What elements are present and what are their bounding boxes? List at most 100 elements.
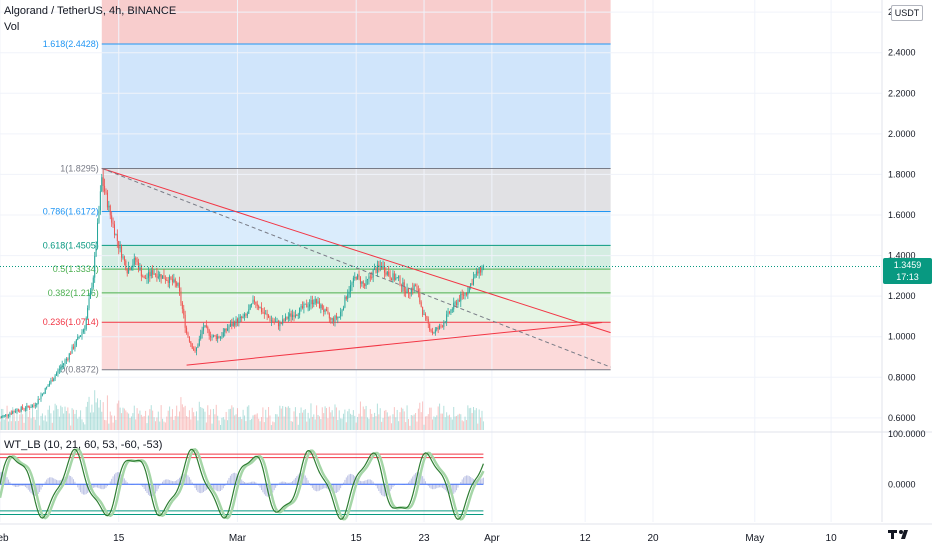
volume-bar: [286, 407, 288, 430]
volume-bar: [152, 410, 154, 430]
candle-body: [357, 274, 359, 280]
volume-bar: [429, 407, 431, 430]
volume-bar: [443, 405, 445, 430]
fib-level-label: 1.618(2.4428): [43, 39, 99, 49]
volume-bar: [74, 413, 76, 430]
candle-body: [193, 348, 195, 351]
candle-body: [30, 407, 32, 409]
volume-bar: [164, 422, 166, 430]
candle-body: [333, 318, 335, 322]
volume-bar: [132, 413, 134, 430]
volume-bar: [375, 416, 377, 430]
candle-body: [99, 191, 101, 211]
candle-body: [277, 321, 279, 327]
currency-badge[interactable]: USDT: [891, 5, 923, 21]
tradingview-logo-icon[interactable]: [886, 526, 926, 542]
volume-bar: [15, 421, 17, 430]
candle-body: [58, 369, 60, 371]
price-tick-label: 2.0000: [888, 129, 916, 139]
candle-body: [115, 234, 117, 235]
candle-body: [362, 281, 364, 284]
candle-body: [244, 314, 246, 317]
volume-bar: [193, 412, 195, 430]
volume-bar: [99, 399, 101, 430]
volume-bar: [112, 422, 114, 430]
volume-bar: [314, 419, 316, 430]
candle-body: [203, 327, 205, 331]
candle-body: [136, 259, 138, 263]
candle-body: [440, 325, 442, 327]
candle-body: [229, 323, 231, 327]
volume-bar: [374, 412, 376, 430]
volume-bar: [357, 416, 359, 430]
volume-bar: [163, 421, 165, 430]
candle-body: [475, 271, 477, 275]
candle-body: [84, 328, 86, 330]
candle-body: [139, 267, 141, 270]
candle-body: [437, 327, 439, 329]
candle-body: [270, 320, 272, 322]
volume-bar: [420, 412, 422, 430]
volume-bar: [294, 407, 296, 430]
price-tick-label: 1.2000: [888, 291, 916, 301]
volume-bar: [419, 402, 421, 430]
candle-body: [358, 274, 360, 278]
indicator-title[interactable]: WT_LB (10, 21, 60, 53, -60, -53): [4, 439, 163, 451]
volume-bar: [75, 409, 77, 430]
volume-bar: [337, 419, 339, 430]
candle-body: [369, 276, 371, 278]
candle-body: [94, 256, 96, 278]
volume-bar: [365, 405, 367, 430]
price-tick-label: 1.0000: [888, 332, 916, 342]
volume-bar: [98, 407, 100, 430]
candle-body: [351, 282, 353, 286]
candle-body: [412, 288, 414, 291]
candle-body: [7, 415, 9, 417]
candle-body: [317, 301, 319, 304]
volume-bar: [316, 405, 318, 430]
candle-body: [371, 276, 373, 278]
volume-bar: [135, 419, 137, 430]
volume-bar: [191, 407, 193, 430]
volume-bar: [205, 422, 207, 430]
candle-body: [91, 287, 93, 291]
volume-bar: [417, 408, 419, 430]
price-tick-label: 2.4000: [888, 48, 916, 58]
symbol-title[interactable]: Algorand / TetherUS, 4h, BINANCE: [4, 5, 177, 17]
candle-body: [23, 408, 25, 410]
candle-body: [327, 311, 329, 314]
volume-bar: [236, 408, 238, 430]
candle-body: [420, 302, 422, 307]
candle-body: [166, 280, 168, 281]
volume-bar: [439, 403, 441, 430]
volume-bar: [448, 414, 450, 430]
volume-bar: [0, 408, 2, 430]
volume-bar: [184, 405, 186, 430]
candle-body: [24, 408, 26, 410]
volume-bar: [323, 413, 325, 430]
volume-label[interactable]: Vol: [4, 21, 20, 33]
candle-body: [57, 370, 59, 374]
time-tick-label: 15: [351, 533, 363, 544]
candle-body: [311, 300, 313, 305]
candle-body: [2, 416, 4, 418]
candle-body: [89, 290, 91, 299]
volume-bar: [102, 402, 104, 430]
candle-body: [447, 311, 449, 315]
candle-body: [276, 321, 278, 322]
volume-bar: [253, 414, 255, 430]
candle-body: [439, 325, 441, 329]
volume-bar: [81, 419, 83, 430]
oscillator-pane: 100.0000 0.0000: [0, 429, 932, 521]
candle-body: [56, 373, 58, 376]
volume-bar: [395, 417, 397, 430]
time-axis: Feb 15 Mar 15 23 Apr 12 20 May 10: [0, 523, 932, 544]
fib-level-label: 0.5(1.3334): [53, 264, 99, 274]
candle-body: [473, 277, 475, 285]
candle-body: [3, 415, 5, 417]
volume-bar: [106, 395, 108, 430]
grid: [0, 0, 882, 522]
volume-bar: [68, 413, 70, 430]
candle-body: [430, 329, 432, 332]
